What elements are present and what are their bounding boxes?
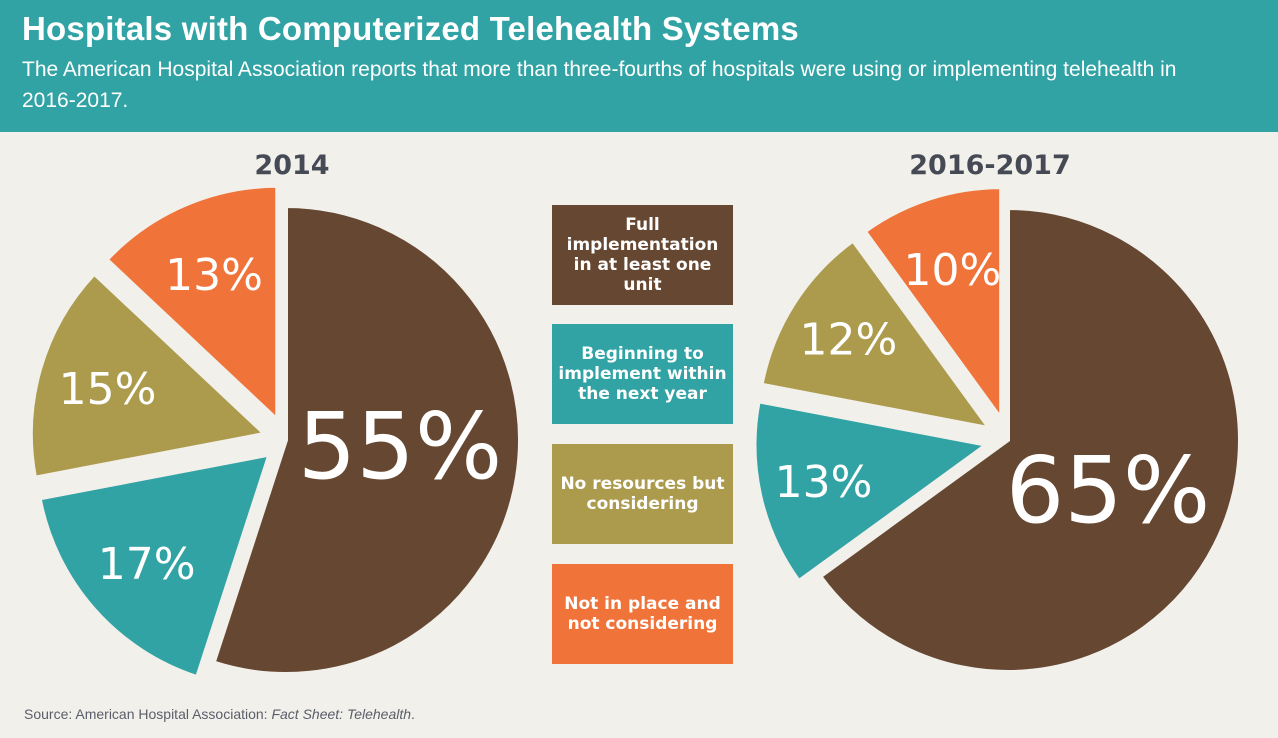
pie-slice-2014-beginning — [37, 451, 273, 680]
pie-label-2014-considering: 15% — [59, 364, 157, 415]
source-title: Fact Sheet: Telehealth — [271, 706, 412, 722]
legend-item-not-considering: Not in place and not considering — [552, 564, 733, 664]
legend-label: Not in place and not considering — [564, 594, 721, 634]
pie-label-2016-2017-full: 65% — [1006, 437, 1210, 544]
pie-slice-2014-full — [211, 203, 522, 676]
pie-slice-2016-2017-beginning — [752, 398, 992, 584]
legend-item-full-implementation: Full implementation in at least one unit — [552, 205, 733, 305]
pie-slice-2016-2017-full — [817, 205, 1242, 674]
pie-label-2016-2017-not-considering: 10% — [904, 245, 1002, 296]
source-suffix: . — [411, 706, 415, 722]
legend-label: Full implementation in at least one unit — [566, 215, 719, 295]
pie-label-2014-beginning: 17% — [98, 539, 196, 590]
pie-slice-2016-2017-not-considering — [862, 185, 1004, 426]
chart-title-2014: 2014 — [254, 150, 330, 181]
legend-item-no-resources-considering: No resources but considering — [552, 444, 733, 544]
pie-label-2016-2017-considering: 12% — [799, 315, 897, 366]
pie-slice-2014-considering — [28, 270, 270, 481]
pie-label-2014-full: 55% — [298, 393, 502, 500]
pie-slice-2014-not-considering — [103, 183, 280, 425]
pie-label-2016-2017-beginning: 13% — [775, 457, 873, 508]
pie-slice-2016-2017-considering — [759, 237, 995, 432]
page-title: Hospitals with Computerized Telehealth S… — [22, 10, 799, 47]
source-note: Source: American Hospital Association: F… — [24, 706, 415, 722]
page-subtitle: The American Hospital Association report… — [22, 58, 1177, 112]
legend-label: No resources but considering — [560, 474, 725, 514]
legend-label: Beginning to implement within the next y… — [558, 344, 727, 404]
source-prefix: Source: American Hospital Association: — [24, 706, 272, 722]
pie-label-2014-not-considering: 13% — [165, 250, 263, 301]
header-banner: Hospitals with Computerized Telehealth S… — [0, 0, 1278, 132]
chart-title-2016-2017: 2016-2017 — [909, 150, 1071, 181]
legend-item-beginning-to-implement: Beginning to implement within the next y… — [552, 324, 733, 424]
